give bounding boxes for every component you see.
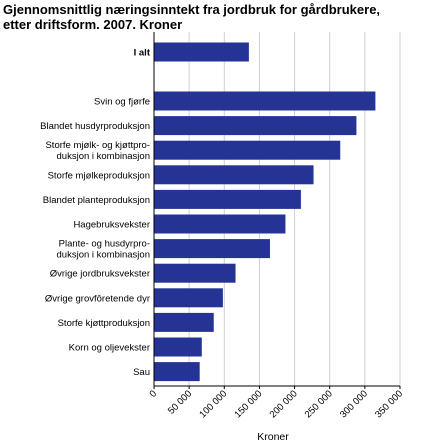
category-label: Korn og oljevekster	[69, 343, 150, 354]
category-label: Storfe mjølk- og kjøttpro-	[45, 140, 150, 151]
category-label: Øvrige jordbruksvekster	[50, 269, 150, 280]
category-label: Sau	[133, 367, 150, 378]
bar	[154, 337, 202, 357]
tick-label: 150 000	[232, 388, 264, 420]
bar	[154, 42, 249, 62]
category-label: duksjon i kombinasjon	[57, 151, 150, 162]
category-labels: I alt Svin og fjørfe Blandet husdyrproduks…	[40, 48, 151, 379]
bar	[154, 288, 223, 308]
category-label: Blandet husdyrproduksjon	[40, 121, 150, 132]
tick-label: 200 000	[268, 388, 300, 420]
category-label: Hagebruksvekster	[73, 220, 150, 231]
bar	[154, 214, 286, 234]
category-label: Storfe kjøttproduksjon	[58, 318, 150, 329]
tick-label: 350 000	[373, 388, 405, 420]
bar	[154, 312, 214, 332]
bar	[154, 189, 301, 209]
category-label: Blandet planteproduksjon	[43, 195, 150, 206]
x-ticks: 0 50 000 100 000 150 000 200 000 250 000 300 0…	[148, 386, 405, 420]
bar	[154, 239, 270, 259]
tick-label: 0	[148, 388, 160, 400]
bar	[154, 140, 341, 160]
bar	[154, 165, 314, 185]
category-label: Plante- og husdyrpro-	[59, 239, 150, 250]
grid-lines	[188, 32, 401, 386]
bars	[154, 42, 376, 382]
bar	[154, 362, 200, 382]
bar	[154, 91, 376, 111]
category-label: Svin og fjørfe	[94, 97, 150, 108]
category-label: duksjon i kombinasjon	[57, 250, 150, 261]
x-axis-title: Kroner	[257, 431, 289, 443]
tick-label: 250 000	[303, 388, 335, 420]
category-label: I alt	[134, 48, 151, 59]
chart-title-line-2: etter driftsform. 2007. Kroner	[3, 17, 183, 32]
tick-label: 300 000	[338, 388, 370, 420]
chart-title: Gjennomsnittlig næringsinntekt fra jordb…	[3, 2, 380, 32]
chart-title-line-1: Gjennomsnittlig næringsinntekt fra jordb…	[3, 2, 381, 17]
bar	[154, 116, 357, 136]
tick-label: 50 000	[166, 388, 194, 416]
bar	[154, 263, 236, 283]
category-label: Storfe mjølkeproduksjon	[48, 170, 150, 181]
category-label: Øvrige grovfôretende dyr	[45, 293, 150, 304]
tick-label: 100 000	[197, 388, 229, 420]
